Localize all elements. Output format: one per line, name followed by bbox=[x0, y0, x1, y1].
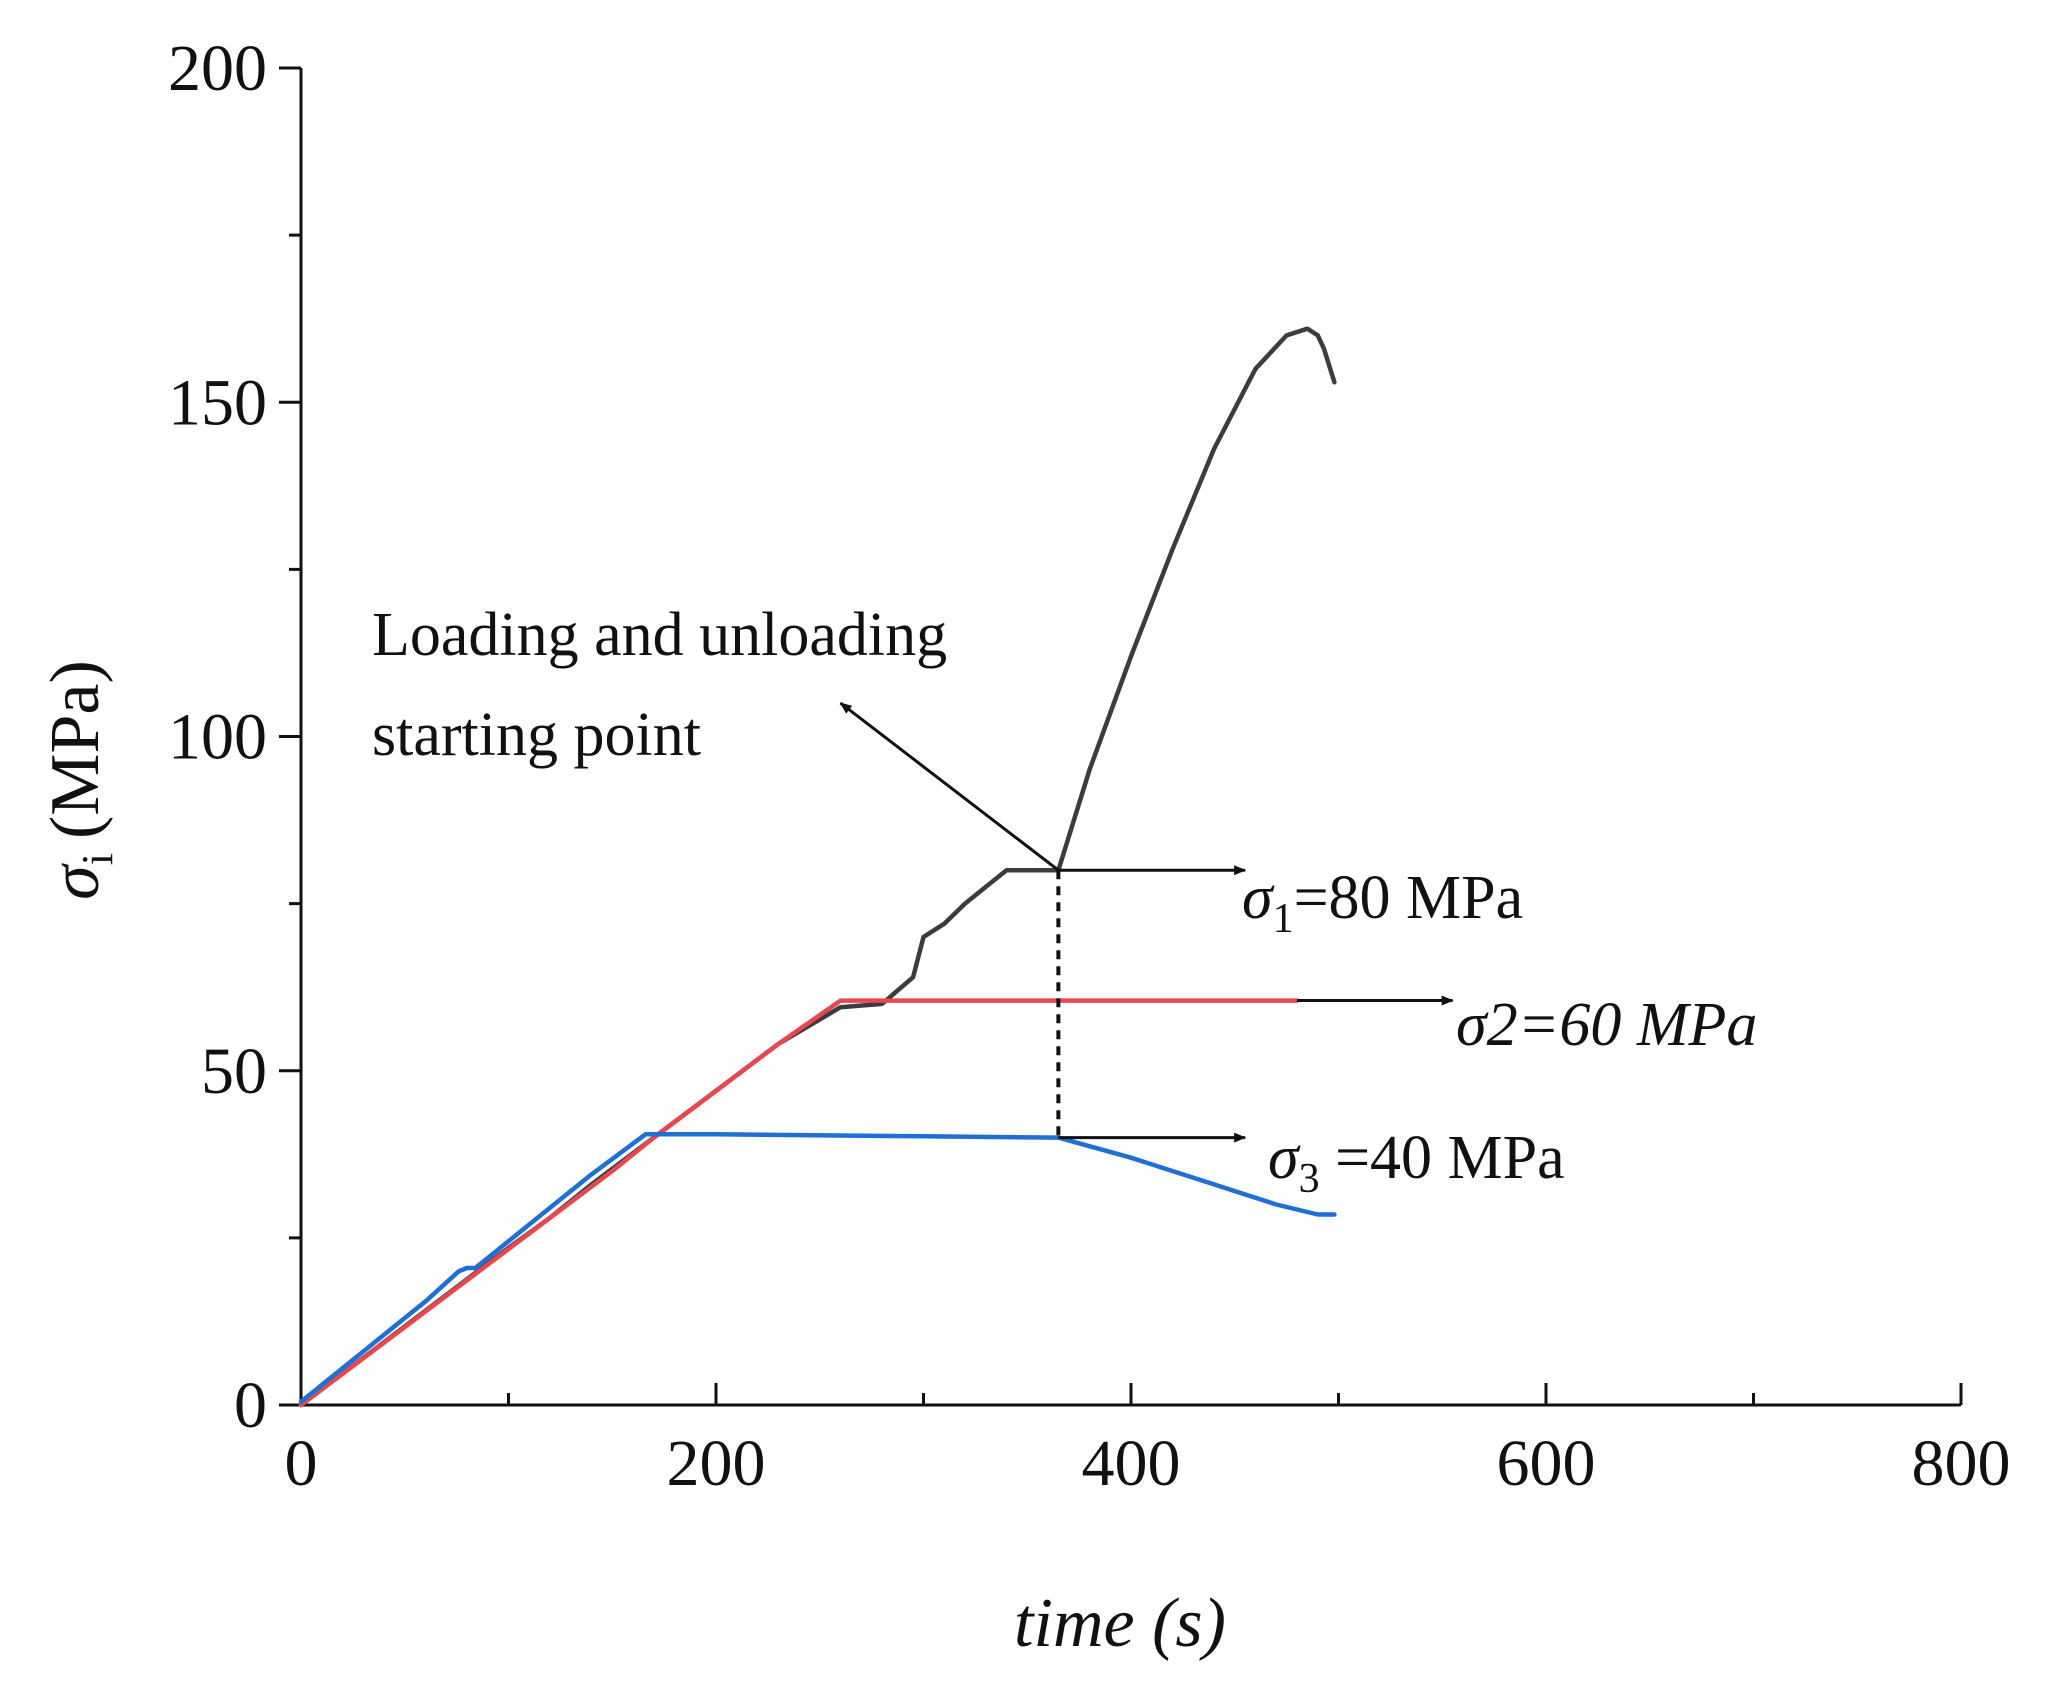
sigma1-symbol: σ bbox=[1242, 864, 1275, 932]
ticks: 0 200 400 600 800 0 50 100 150 200 bbox=[168, 32, 2011, 1500]
y-axis-title-symbol: σ bbox=[37, 863, 114, 900]
y-tick-label: 200 bbox=[168, 32, 267, 105]
start-label-line2: starting point bbox=[372, 701, 701, 769]
x-tick-label: 200 bbox=[667, 1427, 766, 1500]
sigma3-label: σ3 =40 MPa bbox=[1268, 1124, 1565, 1202]
y-tick-label: 0 bbox=[234, 1369, 267, 1442]
start-point-arrow bbox=[839, 701, 1060, 872]
sigma3-value: =40 MPa bbox=[1320, 1124, 1565, 1192]
series-group bbox=[298, 326, 1337, 1408]
sigma1-label: σ1=80 MPa bbox=[1242, 864, 1523, 942]
sigma2-text: σ2=60 MPa bbox=[1456, 991, 1757, 1059]
x-tick-label: 600 bbox=[1497, 1427, 1596, 1500]
sigma2-label: σ2=60 MPa bbox=[1456, 991, 1757, 1059]
y-axis-title: σi (MPa) bbox=[37, 660, 122, 900]
sigma3-sub: 3 bbox=[1299, 1156, 1320, 1202]
sigma1-sub: 1 bbox=[1273, 896, 1294, 942]
x-axis-title: time (s) bbox=[1014, 1585, 1226, 1662]
x-tick-label: 800 bbox=[1912, 1427, 2011, 1500]
y-tick-label: 100 bbox=[168, 701, 267, 774]
x-tick-label: 400 bbox=[1082, 1427, 1181, 1500]
series-line-1 bbox=[298, 326, 1337, 1408]
sigma3-symbol: σ bbox=[1268, 1124, 1301, 1192]
y-tick-label: 150 bbox=[168, 366, 267, 439]
annotations bbox=[839, 701, 1454, 1143]
x-tick-label: 0 bbox=[285, 1427, 318, 1500]
series-line-2 bbox=[298, 998, 1300, 1408]
start-label-line1: Loading and unloading bbox=[372, 601, 947, 669]
sigma1-value: =80 MPa bbox=[1294, 864, 1524, 932]
y-axis-title-unit: (MPa) bbox=[37, 660, 114, 839]
y-tick-label: 50 bbox=[201, 1035, 267, 1108]
y-axis-title-sub: i bbox=[73, 853, 122, 865]
series-line-3 bbox=[298, 1132, 1337, 1404]
